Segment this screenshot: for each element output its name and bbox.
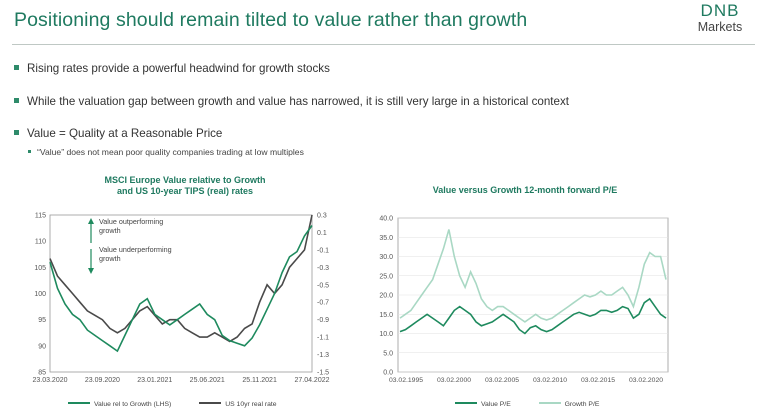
bullet-item: Rising rates provide a powerful headwind…	[14, 62, 330, 75]
y-left-tick-label: 85	[38, 370, 46, 377]
y-left-tick-label: 110	[35, 239, 46, 246]
x-tick-label: 23.09.2020	[85, 377, 120, 384]
annotation-down-text: growth	[99, 254, 121, 263]
sub-bullet-item: “Value” does not mean poor quality compa…	[28, 147, 304, 157]
legend-label: Value rel to Growth (LHS)	[94, 401, 172, 408]
y-tick-label: 30.0	[379, 254, 393, 261]
bullet-item: While the valuation gap between growth a…	[14, 95, 569, 108]
bullet-marker	[14, 65, 19, 71]
slide-title: Positioning should remain tilted to valu…	[14, 9, 528, 31]
y-tick-label: 25.0	[379, 273, 393, 280]
x-tick-label: 03.02.1995	[389, 377, 423, 384]
y-right-tick-label: -1.3	[317, 352, 329, 359]
y-right-tick-label: -1.5	[317, 370, 329, 377]
chart1-legend: Value rel to Growth (LHS) US 10yr real r…	[68, 401, 303, 408]
legend-label: Value P/E	[481, 401, 511, 408]
chart1-frame	[49, 214, 313, 373]
y-left-tick-label: 95	[38, 317, 46, 324]
y-tick-label: 20.0	[379, 293, 393, 300]
y-tick-label: 35.0	[379, 235, 393, 242]
x-tick-label: 03.02.2000	[437, 377, 471, 384]
sub-bullet-text: “Value” does not mean poor quality compa…	[37, 147, 304, 157]
legend-swatch	[538, 401, 561, 405]
arrow-down-icon	[88, 268, 94, 274]
x-tick-label: 23.01.2021	[137, 377, 172, 384]
series-line-growth-pe	[399, 229, 667, 323]
y-right-tick-label: -0.9	[317, 317, 329, 324]
legend-item: Value rel to Growth (LHS)	[68, 401, 171, 408]
y-tick-label: 10.0	[379, 331, 393, 338]
chart2-legend: Value P/E Growth P/E	[455, 401, 625, 408]
legend-item: Growth P/E	[538, 401, 600, 408]
bullet-marker	[14, 130, 19, 136]
chart1-title-line: MSCI Europe Value relative to Growth	[104, 175, 266, 185]
series-line-value-pe	[399, 297, 667, 335]
series-line-value-rel-to-growth	[49, 225, 313, 353]
legend-swatch	[455, 401, 477, 405]
series-line-us-10yr-real-rate	[49, 214, 313, 343]
x-tick-label: 25.06.2021	[190, 377, 225, 384]
y-right-tick-label: -0.7	[317, 300, 329, 307]
legend-swatch	[199, 401, 222, 405]
logo-subtitle: Markets	[697, 20, 743, 34]
y-tick-label: 0.0	[383, 370, 393, 377]
x-tick-label: 03.02.2020	[629, 377, 663, 384]
bullet-item: Value = Quality at a Reasonable Price	[14, 127, 222, 140]
y-right-tick-label: -0.1	[317, 247, 329, 254]
bullet-text: Value = Quality at a Reasonable Price	[27, 127, 223, 140]
y-left-tick-label: 90	[38, 343, 46, 350]
legend-label: US 10yr real rate	[225, 401, 277, 408]
legend-label: Growth P/E	[564, 401, 600, 408]
x-tick-label: 23.03.2020	[32, 377, 67, 384]
x-tick-label: 03.02.2015	[581, 377, 615, 384]
bullet-marker	[28, 150, 31, 154]
y-right-tick-label: -0.3	[317, 265, 329, 272]
arrow-up-icon	[88, 218, 94, 224]
y-right-tick-label: 0.1	[317, 230, 327, 237]
y-tick-label: 40.0	[379, 216, 393, 223]
x-tick-label: 03.02.2005	[485, 377, 519, 384]
legend-item: US 10yr real rate	[199, 401, 277, 408]
y-right-tick-label: -1.1	[317, 335, 329, 342]
x-tick-label: 27.04.2022	[294, 377, 329, 384]
bullet-marker	[14, 98, 19, 104]
legend-swatch	[68, 401, 90, 405]
chart2-title: Value versus Growth 12-month forward P/E	[395, 185, 655, 196]
y-left-tick-label: 115	[35, 213, 46, 220]
annotation-up-text: growth	[99, 226, 121, 235]
x-tick-label: 25.11.2021	[242, 377, 277, 384]
title-divider	[12, 44, 755, 45]
y-tick-label: 15.0	[379, 312, 393, 319]
y-right-tick-label: -0.5	[317, 282, 329, 289]
bullet-text: Rising rates provide a powerful headwind…	[27, 62, 330, 75]
bullet-text: While the valuation gap between growth a…	[27, 95, 569, 108]
chart2-title-line: Value versus Growth 12-month forward P/E	[432, 185, 618, 195]
chart1-title-line: and US 10-year TIPS (real) rates	[116, 186, 254, 196]
y-tick-label: 5.0	[383, 350, 393, 357]
annotation-down-text: Value underperforming	[99, 245, 172, 254]
y-left-tick-label: 105	[34, 265, 46, 272]
logo-mark: DNB	[700, 1, 740, 20]
y-left-tick-label: 100	[34, 291, 46, 298]
y-right-tick-label: 0.3	[317, 213, 327, 220]
legend-item: Value P/E	[455, 401, 511, 408]
dnb-markets-logo: DNB Markets	[685, 1, 755, 35]
annotation-up-text: Value outperforming	[99, 217, 163, 226]
x-tick-label: 03.02.2010	[533, 377, 567, 384]
chart1-title: MSCI Europe Value relative to Growth and…	[60, 175, 310, 197]
